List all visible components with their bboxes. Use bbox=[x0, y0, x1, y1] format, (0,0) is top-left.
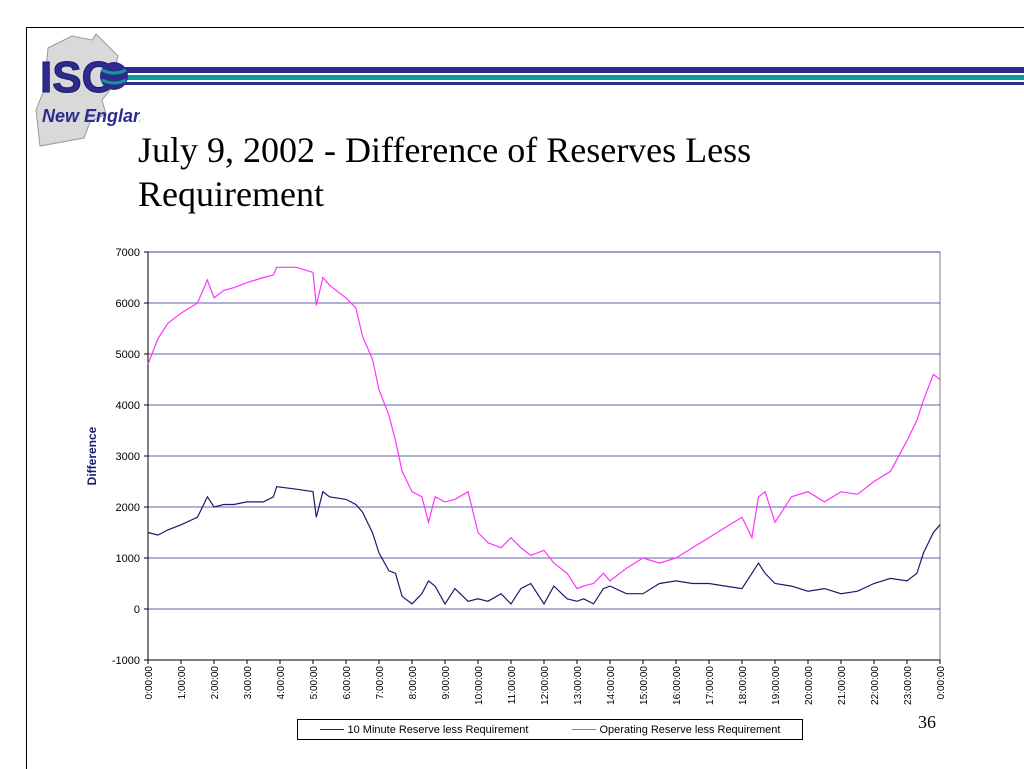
y-tick-label: 2000 bbox=[116, 502, 140, 514]
y-tick-label: 4000 bbox=[116, 400, 140, 412]
legend-item-10min: 10 Minute Reserve less Requirement bbox=[319, 723, 529, 736]
legend-swatch-operating bbox=[571, 729, 596, 730]
y-axis-label: Difference bbox=[85, 426, 99, 485]
x-tick-label: 22:00:00 bbox=[870, 666, 881, 705]
x-tick-label: 3:00:00 bbox=[243, 666, 254, 700]
slide-title: July 9, 2002 - Difference of Reserves Le… bbox=[138, 130, 752, 214]
page-number: 36 bbox=[918, 712, 936, 732]
x-tick-label: 6:00:00 bbox=[342, 666, 353, 700]
series-line-operating-reserve bbox=[147, 266, 941, 590]
legend-item-operating: Operating Reserve less Requirement bbox=[571, 723, 781, 736]
x-tick-label: 21:00:00 bbox=[837, 666, 848, 705]
x-tick-label: 4:00:00 bbox=[276, 666, 287, 700]
chart-legend: 10 Minute Reserve less Requirement Opera… bbox=[297, 719, 803, 740]
x-tick-label: 20:00:00 bbox=[804, 666, 815, 705]
x-tick-label: 18:00:00 bbox=[738, 666, 749, 705]
x-tick-label: 9:00:00 bbox=[441, 666, 452, 700]
legend-label-operating: Operating Reserve less Requirement bbox=[599, 723, 781, 736]
x-tick-label: 16:00:00 bbox=[672, 666, 683, 705]
x-tick-label: 0:00:00 bbox=[936, 666, 947, 700]
legend-label-10min: 10 Minute Reserve less Requirement bbox=[347, 723, 529, 736]
slide bbox=[26, 27, 1024, 769]
svg-text:New England: New England bbox=[42, 106, 140, 126]
y-tick-label: 6000 bbox=[116, 298, 140, 310]
x-tick-label: 17:00:00 bbox=[705, 666, 716, 705]
reserves-line-chart: -1000 0 1000 2000 3000 4000 5000 6000 7000 0:00:0… bbox=[85, 247, 947, 705]
y-tick-label: 7000 bbox=[116, 247, 140, 259]
x-tick-label: 2:00:00 bbox=[210, 666, 221, 700]
x-tick-label: 14:00:00 bbox=[606, 666, 617, 705]
legend-swatch-10min bbox=[319, 729, 344, 730]
y-tick-label: 5000 bbox=[116, 349, 140, 361]
x-tick-label: 12:00:00 bbox=[540, 666, 551, 705]
x-tick-label: 13:00:00 bbox=[573, 666, 584, 705]
x-tick-label: 8:00:00 bbox=[408, 666, 419, 700]
x-tick-label: 15:00:00 bbox=[639, 666, 650, 705]
iso-new-england-logo: ISO New England bbox=[35, 33, 140, 147]
x-tick-label: 1:00:00 bbox=[177, 666, 188, 700]
x-tick-label: 0:00:00 bbox=[144, 666, 155, 700]
header-band-dark-thin bbox=[112, 82, 1024, 85]
y-tick-label: 3000 bbox=[116, 451, 140, 463]
x-tick-label: 5:00:00 bbox=[309, 666, 320, 700]
y-tick-label: 1000 bbox=[116, 553, 140, 565]
series-line-10min-reserve bbox=[147, 485, 941, 606]
x-tick-label: 11:00:00 bbox=[507, 666, 518, 705]
header-band-teal bbox=[112, 75, 1024, 80]
y-tick-label: 0 bbox=[134, 604, 140, 616]
x-tick-label: 19:00:00 bbox=[771, 666, 782, 705]
x-tick-label: 23:00:00 bbox=[903, 666, 914, 705]
y-tick-label: -1000 bbox=[112, 655, 140, 667]
x-tick-label: 10:00:00 bbox=[474, 666, 485, 705]
x-tick-label: 7:00:00 bbox=[375, 666, 386, 700]
header-band-dark bbox=[112, 67, 1024, 73]
header-bands bbox=[112, 67, 1024, 87]
